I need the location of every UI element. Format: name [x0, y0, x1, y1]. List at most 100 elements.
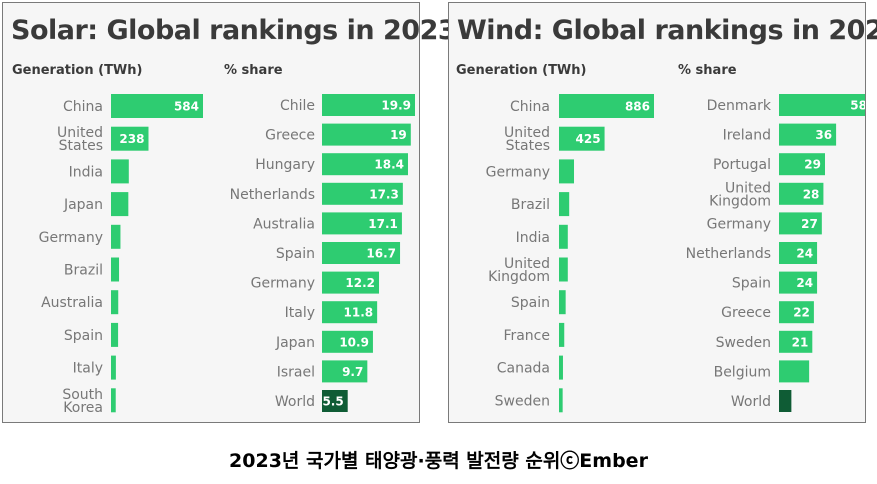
wind-share-value-label: 36 [815, 128, 832, 142]
wind-generation-category-label: France [503, 328, 550, 344]
solar-generation-bar [111, 388, 116, 413]
solar-panel: Solar: Global rankings in 2023 Generatio… [2, 2, 457, 423]
wind-generation-category-label: United Kingdom [488, 256, 550, 285]
solar-generation-category-label: South Korea [62, 387, 103, 416]
solar-generation-bar [111, 126, 149, 151]
wind-share-value-label: 24 [796, 276, 813, 290]
solar-share-category-label: Israel [277, 364, 315, 380]
wind-generation-value-label: 886 [625, 100, 650, 114]
solar-share-value-label: 19.9 [381, 99, 411, 113]
wind-share-category-label: Sweden [716, 335, 771, 351]
solar-share-bar [322, 182, 403, 205]
solar-share-value-label: 11.8 [344, 306, 374, 320]
wind-share-category-label: United Kingdom [709, 180, 771, 209]
solar-share-value-label: 9.7 [342, 365, 363, 379]
solar-share-category-label: Hungary [255, 157, 315, 173]
wind-share-bar [779, 271, 818, 294]
wind-generation-bar [559, 126, 605, 151]
solar-share-bar [322, 390, 348, 412]
wind-share-value-label: 22 [793, 306, 810, 320]
solar-generation-bar [111, 322, 119, 347]
wind-share-value-label: 29 [804, 158, 821, 172]
wind-share-category-label: Greece [721, 305, 771, 321]
wind-share-value-label: 58 [850, 99, 865, 113]
wind-share-category-label: Belgium [714, 364, 771, 380]
wind-generation-category-label: United States [504, 125, 550, 154]
solar-generation-category-label: Brazil [64, 263, 103, 279]
solar-generation-bar [111, 192, 129, 217]
wind-generation-bar [559, 322, 565, 347]
solar-share-category-label: Netherlands [230, 187, 315, 203]
solar-share-value-label: 19 [390, 128, 407, 142]
solar-generation-category-label: India [69, 164, 103, 180]
solar-share-bar [322, 153, 408, 176]
solar-generation-bar [111, 94, 203, 118]
solar-share-category-label: Germany [251, 276, 315, 292]
wind-generation-bar [559, 192, 570, 217]
wind-share-category-label: Germany [707, 216, 771, 232]
wind-generation-value-label: 425 [576, 132, 601, 146]
solar-share-heading: % share [224, 63, 283, 78]
solar-title: Solar: Global rankings in 2023 [11, 15, 457, 46]
wind-share-bar [779, 360, 810, 383]
solar-share-bar [322, 271, 380, 294]
wind-share-bar [779, 94, 865, 116]
wind-generation-category-label: India [516, 230, 550, 246]
solar-share-value-label: 10.9 [339, 335, 369, 349]
solar-generation-category-label: Italy [73, 361, 103, 377]
solar-share-bar [322, 123, 411, 146]
solar-generation-category-label: Spain [64, 328, 103, 344]
solar-share-value-label: 17.3 [369, 187, 399, 201]
solar-share-bar [322, 212, 402, 235]
wind-panel: Wind: Global rankings in 2023 Generation… [448, 2, 877, 423]
wind-generation-bar [559, 159, 575, 184]
solar-generation-value-label: 584 [174, 100, 199, 114]
solar-generation-bar [111, 224, 121, 249]
figure-caption: 2023년 국가별 태양광·풍력 발전량 순위ⓒEmber [229, 450, 648, 472]
solar-share-category-label: Chile [280, 98, 315, 114]
solar-generation-heading: Generation (TWh) [12, 63, 143, 78]
solar-generation-category-label: Germany [39, 230, 103, 246]
solar-share-value-label: 18.4 [374, 158, 404, 172]
wind-generation-category-label: Canada [497, 361, 550, 377]
solar-share-value-label: 5.5 [322, 395, 343, 409]
solar-share-bar [322, 360, 368, 383]
wind-share-bar [779, 123, 837, 146]
wind-generation-category-label: Brazil [511, 197, 550, 213]
wind-share-bar [779, 301, 814, 324]
solar-share-category-label: Japan [275, 335, 315, 351]
wind-share-category-label: World [731, 394, 771, 410]
wind-share-value-label: 21 [792, 335, 809, 349]
solar-chart: China 584 United States 238 India Japan Germany… [39, 94, 415, 416]
wind-share-bar [779, 390, 792, 412]
wind-share-value-label: 27 [801, 217, 818, 231]
solar-share-category-label: Greece [265, 128, 315, 144]
wind-share-bar [779, 242, 818, 264]
solar-share-bar [322, 242, 401, 264]
wind-share-value-label: 24 [796, 247, 813, 261]
solar-generation-category-label: China [63, 99, 103, 115]
solar-share-category-label: Spain [276, 246, 315, 262]
solar-share-category-label: World [275, 394, 315, 410]
wind-generation-bar [559, 290, 566, 315]
solar-share-category-label: Italy [285, 305, 315, 321]
wind-generation-category-label: Spain [511, 295, 550, 311]
wind-generation-heading: Generation (TWh) [456, 63, 587, 78]
wind-generation-category-label: Sweden [495, 393, 550, 409]
wind-share-category-label: Denmark [707, 98, 772, 114]
wind-share-bar [779, 182, 824, 205]
wind-share-value-label: 28 [803, 187, 820, 201]
wind-generation-category-label: China [510, 99, 550, 115]
wind-share-bar [779, 212, 822, 235]
wind-generation-bar [559, 94, 654, 118]
wind-chart: China 886 United States 425 Germany Brazil Indi… [486, 94, 865, 413]
solar-generation-bar [111, 257, 120, 282]
wind-share-category-label: Portugal [713, 157, 771, 173]
wind-share-bar [779, 330, 813, 353]
wind-share-category-label: Netherlands [686, 246, 771, 262]
solar-share-bar [322, 330, 373, 353]
wind-generation-bar [559, 224, 568, 249]
solar-share-value-label: 16.7 [366, 247, 396, 261]
solar-generation-bar [111, 159, 129, 184]
wind-share-category-label: Ireland [723, 128, 771, 144]
